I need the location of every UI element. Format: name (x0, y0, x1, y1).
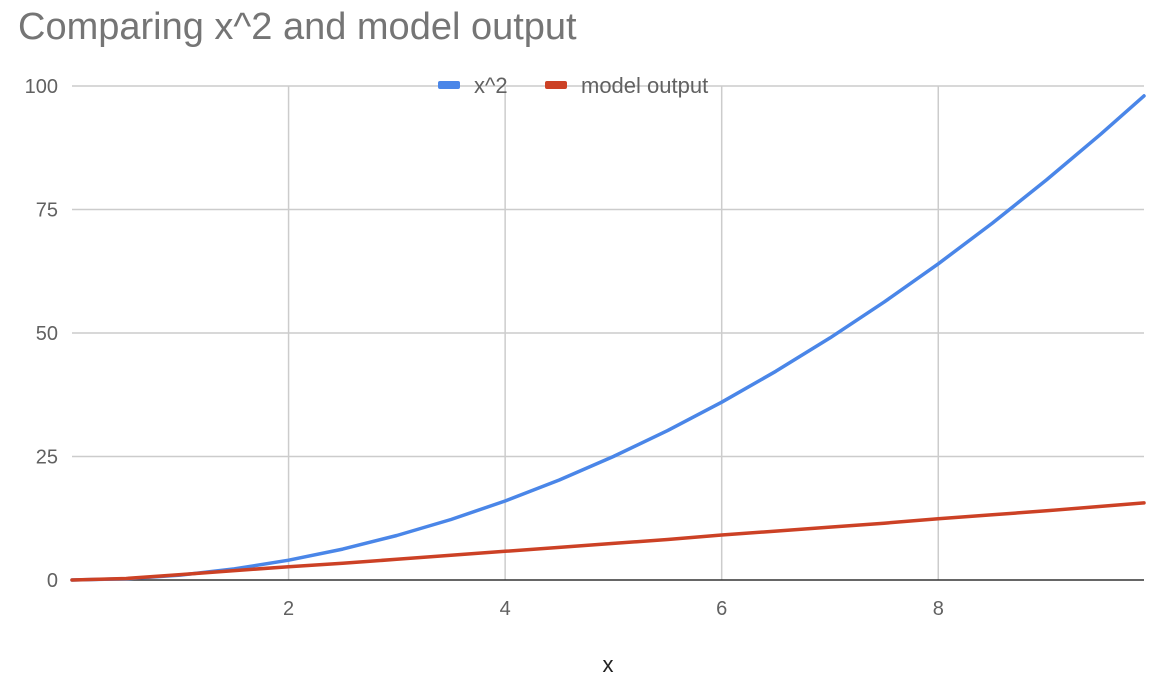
legend-label: x^2 (474, 73, 508, 98)
y-tick-label: 0 (47, 570, 58, 592)
series-line-model-output (70, 501, 1146, 582)
legend-label: model output (581, 73, 708, 98)
series-lines (70, 94, 1146, 582)
axes: 0 25 50 75 100 2 4 6 8 (25, 76, 1144, 620)
y-tick-label: 25 (36, 447, 58, 469)
series-line-x-2 (70, 94, 1146, 582)
x-tick-label: 2 (283, 598, 294, 620)
x-tick-label: 6 (716, 598, 727, 620)
y-tick-label: 75 (36, 200, 58, 222)
legend-swatch (438, 81, 460, 89)
y-tick-label: 50 (36, 323, 58, 345)
x-tick-label: 8 (933, 598, 944, 620)
grid-lines (72, 85, 1144, 580)
chart-title: Comparing x^2 and model output (18, 6, 577, 48)
x-axis-title: x (603, 652, 614, 677)
x-tick-label: 4 (500, 598, 511, 620)
y-tick-label: 100 (25, 76, 58, 98)
legend-swatch (545, 81, 567, 89)
legend: x^2 model output (438, 73, 708, 98)
